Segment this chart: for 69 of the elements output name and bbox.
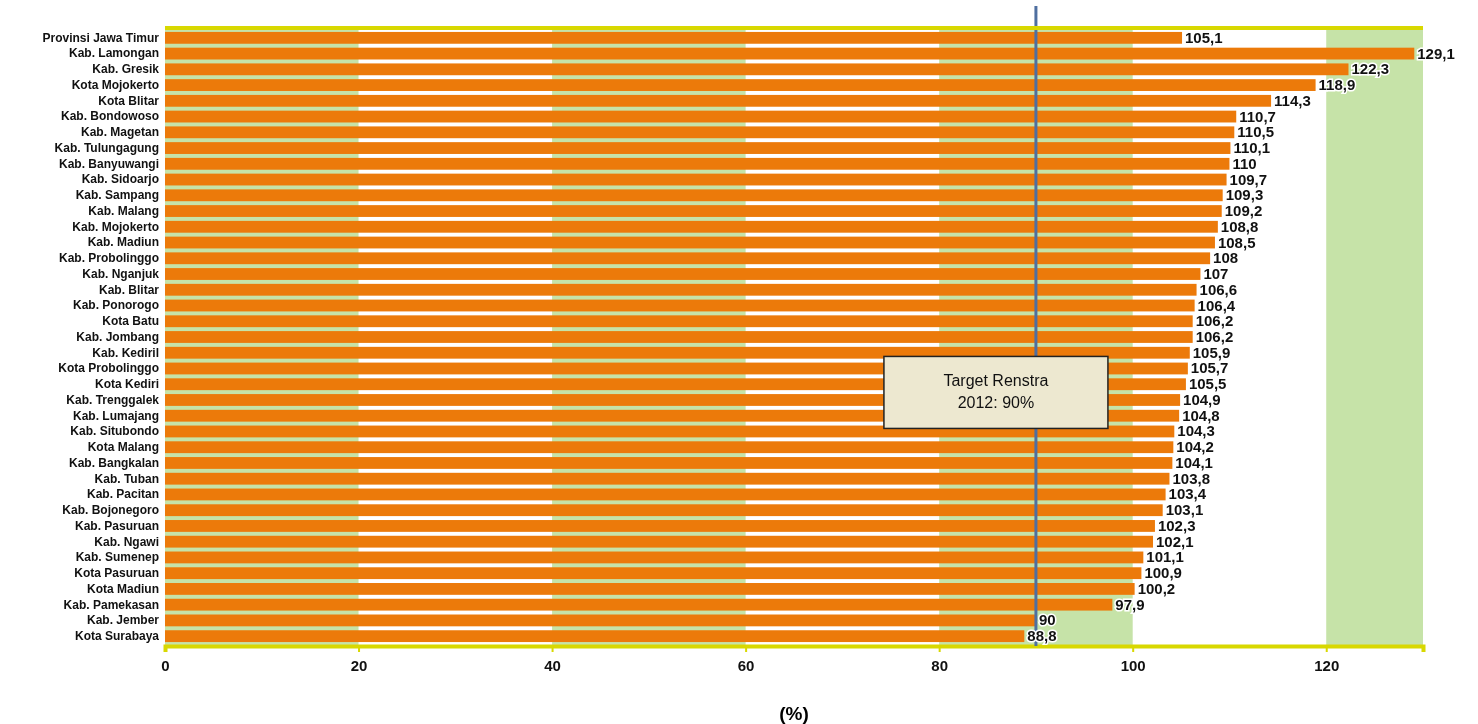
- y-tick-label: Kab. Pasuruan: [74, 518, 159, 533]
- x-tick-label: 100: [1120, 656, 1146, 674]
- data-label: 109,7: [1229, 170, 1268, 188]
- data-label: 118,9: [1318, 76, 1356, 94]
- x-tick-label: 20: [350, 656, 368, 674]
- y-tick-label: Kab. Lumajang: [72, 408, 159, 423]
- y-tick-label: Kota Blitar: [98, 93, 160, 108]
- y-tick-label: Kab. Banyuwangi: [58, 156, 159, 171]
- y-tick-label: Kab. Probolinggo: [59, 251, 159, 266]
- y-tick-label: Kota Pasuruan: [74, 566, 159, 581]
- data-label: 106,6: [1199, 280, 1238, 298]
- y-tick-label: Kab. Sidoarjo: [81, 172, 159, 187]
- data-label: 100,9: [1144, 564, 1182, 582]
- x-tick-label: 120: [1314, 656, 1340, 674]
- x-tick-label: 60: [737, 656, 755, 674]
- data-label: 129,1: [1417, 44, 1455, 62]
- y-tick-label: Kab. Mojokerto: [72, 219, 159, 234]
- y-tick-label: Kab. Gresik: [92, 62, 160, 77]
- y-tick-label: Kab. Trenggalek: [66, 392, 160, 407]
- y-tick-label: Kota Probolinggo: [58, 361, 159, 376]
- data-label: 108: [1213, 249, 1239, 267]
- y-tick-label: Kab. Lamongan: [68, 46, 159, 61]
- y-tick-label: Kab. Situbondo: [70, 424, 159, 439]
- y-tick-label: Kab. Jember: [86, 613, 160, 628]
- x-axis-title: (%): [779, 703, 809, 724]
- data-label: 110,1: [1233, 139, 1271, 157]
- y-tick-label: Kab. Madiun: [87, 235, 159, 250]
- x-tick-label: 0: [161, 656, 170, 674]
- y-tick-label: Kab. Malang: [88, 203, 159, 218]
- ref-line-label: Target Renstra 2012: 90%: [943, 372, 1049, 412]
- data-label: 103,1: [1165, 501, 1204, 519]
- data-label: 90: [1038, 611, 1056, 629]
- y-tick-label: Kota Malang: [87, 440, 159, 455]
- y-tick-label: Kab. Pamekasan: [63, 597, 159, 612]
- y-tick-label: Kota Mojokerto: [71, 77, 159, 92]
- data-label: 104,2: [1176, 438, 1214, 456]
- data-label: 122,3: [1351, 60, 1390, 78]
- y-tick-label: Kota Madiun: [87, 581, 159, 596]
- y-tick-label: Kab. Tuban: [94, 471, 159, 486]
- y-tick-label: Kota Batu: [102, 314, 159, 329]
- y-tick-label: Kab. Kediril: [92, 345, 159, 360]
- data-label: 106,2: [1195, 328, 1234, 345]
- y-tick-label: Kab. Bondowoso: [61, 109, 159, 124]
- data-label: 109,2: [1224, 202, 1263, 220]
- callout-box: Target Renstra 2012: 90%: [883, 355, 1109, 430]
- y-tick-label: Provinsi Jawa Timur: [42, 30, 160, 45]
- x-tick-label: 40: [544, 656, 561, 674]
- y-tick-label: Kab. Ngawi: [94, 534, 159, 549]
- data-label: 110,7: [1239, 107, 1276, 125]
- y-tick-label: Kab. Tulungagung: [54, 140, 159, 155]
- y-tick-label: Kab. Pacitan: [86, 487, 159, 502]
- data-label: 110: [1232, 154, 1257, 172]
- x-tick-label: 80: [931, 656, 948, 674]
- y-tick-label: Kab. Sampang: [75, 188, 159, 203]
- data-label: 97,9: [1115, 595, 1145, 613]
- y-tick-label: Kab. Ponorogo: [73, 298, 159, 313]
- data-label: 107: [1203, 265, 1229, 283]
- data-label: 114,3: [1274, 91, 1311, 109]
- data-label: 105,5: [1188, 375, 1227, 393]
- y-tick-label: Kab. Bojonegoro: [62, 503, 159, 518]
- y-tick-label: Kab. Nganjuk: [82, 266, 160, 281]
- y-tick-label: Kota Kediri: [94, 377, 159, 392]
- data-label: 105,1: [1185, 28, 1223, 46]
- y-tick-label: Kab. Blitar: [98, 282, 160, 297]
- y-tick-label: Kab. Sumenep: [75, 550, 159, 565]
- y-tick-label: Kab. Jombang: [76, 329, 159, 344]
- y-tick-label: Kab. Bangkalan: [68, 455, 159, 470]
- y-tick-label: Kab. Magetan: [80, 125, 159, 140]
- y-tick-label: Kota Surabaya: [74, 629, 160, 643]
